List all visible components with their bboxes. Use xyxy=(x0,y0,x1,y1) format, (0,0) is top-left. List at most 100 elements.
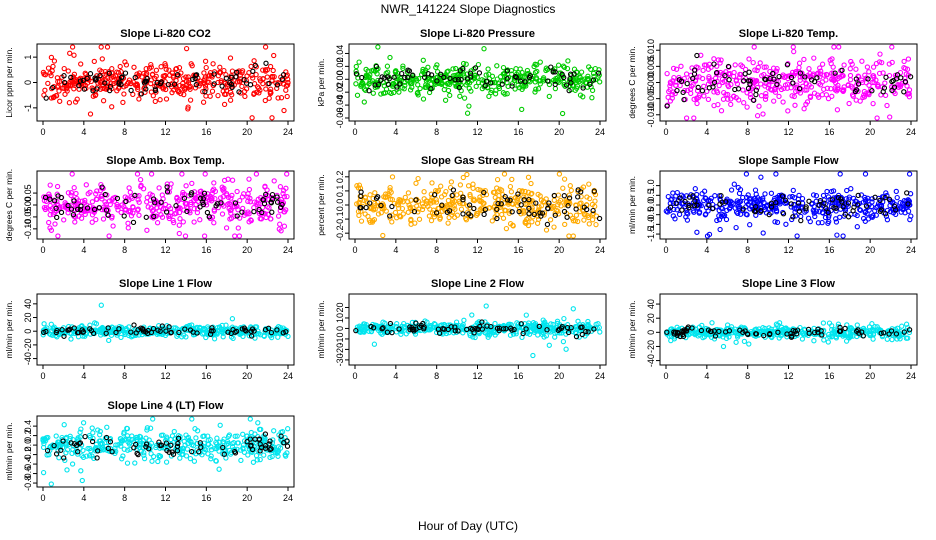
data-point xyxy=(216,448,222,454)
data-point-highlight xyxy=(774,81,780,88)
data-point xyxy=(261,452,267,458)
data-point xyxy=(870,212,876,219)
data-point xyxy=(87,111,94,117)
data-point xyxy=(555,208,561,214)
data-point xyxy=(752,67,758,73)
data-point xyxy=(736,199,743,205)
data-point-highlight xyxy=(75,329,82,336)
data-point xyxy=(884,217,891,223)
data-point-highlight xyxy=(797,70,804,76)
data-point xyxy=(708,64,714,70)
data-point-highlight xyxy=(548,64,554,70)
data-point xyxy=(238,76,244,82)
data-point xyxy=(203,202,210,208)
data-point-highlight xyxy=(495,200,501,207)
data-point xyxy=(493,87,499,93)
data-point xyxy=(525,215,531,221)
x-tick-label: 16 xyxy=(201,371,211,381)
data-point xyxy=(889,336,895,343)
data-point xyxy=(250,75,256,81)
data-point-highlight xyxy=(207,331,214,337)
data-point xyxy=(231,203,237,209)
data-point-highlight xyxy=(428,86,434,92)
data-point xyxy=(586,325,592,332)
data-point-highlight xyxy=(243,80,250,86)
data-point xyxy=(63,442,69,448)
data-point xyxy=(412,220,418,226)
data-point xyxy=(156,208,162,214)
data-point xyxy=(409,75,416,82)
data-point xyxy=(550,203,557,210)
data-point-highlight xyxy=(829,197,835,203)
y-tick-label: 10 xyxy=(335,313,345,323)
data-point xyxy=(545,202,551,208)
data-point-highlight xyxy=(274,327,280,333)
data-point xyxy=(367,78,373,84)
data-point xyxy=(413,180,419,186)
data-point-highlight xyxy=(150,196,157,202)
data-point-highlight xyxy=(753,331,759,337)
x-tick-label: 8 xyxy=(122,371,127,381)
data-point xyxy=(485,334,491,340)
data-point xyxy=(865,216,872,222)
data-point-highlight xyxy=(165,81,171,88)
data-point-highlight xyxy=(565,329,572,336)
data-point xyxy=(154,220,161,226)
data-point-highlight xyxy=(232,329,238,335)
data-point xyxy=(109,66,115,72)
y-tick-label: 0.0 xyxy=(646,199,656,212)
data-point-highlight xyxy=(890,77,896,84)
y-tick-label: -0.1 xyxy=(335,211,345,227)
data-point xyxy=(847,77,854,83)
data-point xyxy=(552,85,559,92)
y-tick-label: 20 xyxy=(646,313,656,323)
data-point-highlight xyxy=(42,194,49,201)
data-point-highlight xyxy=(882,211,889,217)
x-tick-label: 0 xyxy=(352,371,357,381)
data-point xyxy=(211,186,217,192)
data-point xyxy=(228,210,234,216)
data-point xyxy=(479,207,485,214)
data-point-highlight xyxy=(210,328,216,334)
data-point-highlight xyxy=(496,325,503,331)
data-point xyxy=(840,233,846,239)
data-point-highlight xyxy=(853,87,860,93)
data-point-highlight xyxy=(460,194,466,200)
data-point xyxy=(486,205,493,211)
data-point xyxy=(271,52,277,59)
data-point xyxy=(523,312,529,318)
data-point-highlight xyxy=(251,328,257,334)
data-point xyxy=(780,99,786,105)
data-point xyxy=(269,74,276,80)
data-points xyxy=(40,416,291,487)
x-tick-label: 12 xyxy=(783,371,793,381)
data-point xyxy=(725,83,732,90)
data-point xyxy=(422,67,429,73)
data-point xyxy=(551,224,557,230)
data-point xyxy=(505,74,512,81)
data-point xyxy=(67,50,73,56)
data-point xyxy=(370,67,377,73)
data-point xyxy=(251,58,257,64)
panel-title: Slope Sample Flow xyxy=(738,155,839,167)
data-point xyxy=(687,331,693,337)
data-point-highlight xyxy=(405,74,411,81)
data-point xyxy=(732,62,738,68)
data-point xyxy=(585,318,591,325)
x-tick-label: 4 xyxy=(393,245,398,255)
data-point xyxy=(189,416,195,422)
data-point xyxy=(268,216,274,222)
data-point xyxy=(65,68,71,74)
data-point xyxy=(239,83,245,90)
y-tick-label: 0.02 xyxy=(335,58,345,76)
data-point xyxy=(841,62,847,68)
data-point-highlight xyxy=(144,75,150,82)
data-point-highlight xyxy=(103,330,109,336)
data-point xyxy=(460,330,466,336)
data-point-highlight xyxy=(888,328,895,334)
data-point xyxy=(188,61,194,67)
x-tick-label: 8 xyxy=(122,127,127,137)
data-point xyxy=(817,71,823,77)
